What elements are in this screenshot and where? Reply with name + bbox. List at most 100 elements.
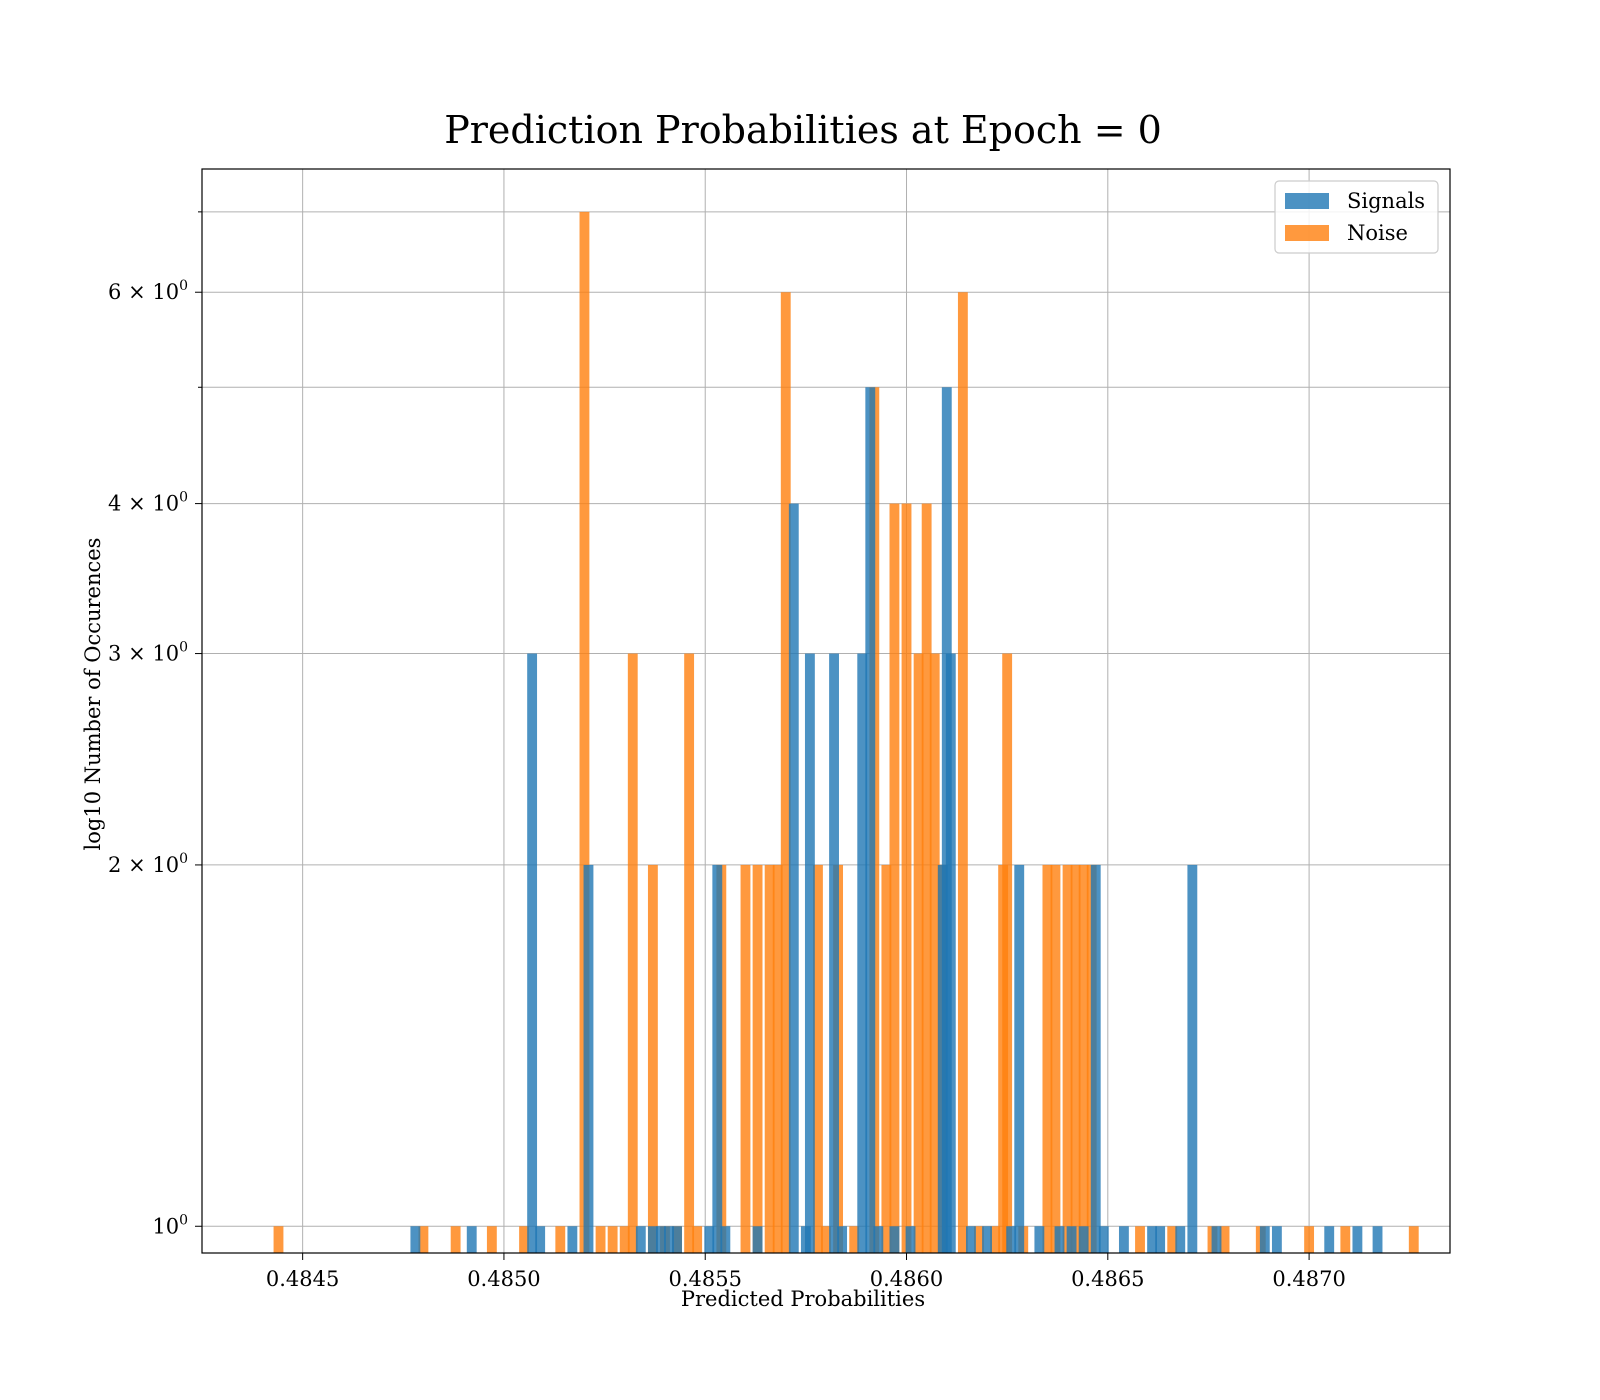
signals-bar	[788, 503, 799, 1253]
chart-title: Prediction Probabilities at Epoch = 0	[444, 108, 1162, 152]
noise-bar	[486, 1226, 497, 1253]
signals-bar	[635, 1226, 646, 1253]
signals-bar	[965, 1226, 976, 1253]
signals-bar	[857, 653, 868, 1253]
noise-bar	[1135, 1226, 1145, 1253]
y-tick-label: 6 × 100	[108, 278, 188, 304]
y-tick-exponent: 0	[179, 278, 188, 294]
noise-bar	[881, 864, 892, 1253]
signals-bar	[1324, 1226, 1335, 1253]
x-tick-label: 0.4870	[1272, 1267, 1345, 1291]
legend-swatch-noise	[1285, 225, 1329, 241]
y-axis-label: log10 Number of Occurences	[81, 538, 105, 851]
noise-bar	[1002, 653, 1013, 1253]
signals-bar	[720, 1226, 731, 1253]
signals-bar	[1271, 1226, 1282, 1253]
noise-bar	[450, 1226, 461, 1253]
signals-bar	[1066, 1226, 1077, 1253]
signals-bar	[982, 1226, 992, 1253]
noise-bar	[579, 211, 590, 1253]
signals-bar	[889, 1226, 900, 1253]
signals-bar	[1090, 864, 1101, 1253]
signals-bar	[1352, 1226, 1363, 1253]
noise-bar	[813, 864, 823, 1253]
noise-bar	[647, 864, 658, 1253]
noise-bar	[418, 1226, 429, 1253]
signals-bar	[466, 1226, 477, 1253]
signals-bar	[752, 1226, 763, 1253]
signals-bar	[905, 1226, 916, 1253]
noise-bar	[1219, 1226, 1230, 1253]
signals-bar	[1118, 1226, 1129, 1253]
y-tick-exponent: 0	[179, 640, 188, 656]
signal-bars	[410, 387, 1383, 1253]
signals-bar	[1034, 1226, 1045, 1253]
signals-bar	[567, 1226, 578, 1253]
noise-bar	[772, 864, 783, 1253]
noise-bar	[889, 503, 900, 1253]
legend-label-noise: Noise	[1347, 221, 1408, 245]
y-tick-base: 6 × 10	[108, 280, 179, 304]
signals-bar	[829, 653, 839, 1253]
axis-ticks: 0.4845 0.4850 0.4855 0.4860 0.4865 0.48701002…	[108, 211, 1346, 1291]
signals-bar	[527, 653, 538, 1253]
signals-bar	[712, 864, 723, 1253]
signals-bar	[1054, 1226, 1065, 1253]
noise-bar	[1078, 864, 1089, 1253]
signals-bar	[945, 653, 956, 1253]
noise-bar	[913, 653, 924, 1253]
x-tick-label: 0.4860	[870, 1267, 943, 1291]
x-tick-label: 0.4845	[266, 1267, 339, 1291]
noise-bar	[555, 1226, 566, 1253]
noise-bar	[1062, 864, 1073, 1253]
y-tick-base: 3 × 10	[108, 642, 179, 666]
signals-bar	[656, 1226, 666, 1253]
noise-bar	[929, 653, 940, 1253]
signals-bar	[672, 1226, 682, 1253]
plot-area-frame	[201, 168, 1451, 1254]
noise-bar	[1070, 864, 1081, 1253]
noise-bar	[974, 1226, 984, 1253]
noise-bar	[1050, 864, 1061, 1253]
signals-bar	[583, 864, 594, 1253]
y-tick-exponent: 0	[179, 1212, 188, 1228]
signals-bar	[647, 1226, 658, 1253]
noise-bar	[740, 864, 751, 1253]
noise-bar	[752, 864, 763, 1253]
noise-bar	[1304, 1226, 1315, 1253]
signals-bar	[804, 653, 815, 1253]
x-tick-label: 0.4865	[1071, 1267, 1144, 1291]
noise-bar	[684, 653, 695, 1253]
signals-bar	[535, 1226, 546, 1253]
signals-bar	[410, 1226, 421, 1253]
y-tick-base: 4 × 10	[108, 492, 179, 516]
legend: Signals Noise	[1274, 180, 1439, 254]
x-axis-label: Predicted Probabilities	[681, 1287, 925, 1311]
noise-bar	[273, 1226, 284, 1253]
signals-bar	[1014, 864, 1025, 1253]
signals-bar	[1078, 1226, 1089, 1253]
signals-bar	[1372, 1226, 1383, 1253]
noise-bar	[821, 1226, 831, 1253]
signals-bar	[1211, 1226, 1222, 1253]
noise-bar	[901, 503, 912, 1253]
signals-bar	[704, 1226, 715, 1253]
y-tick-label: 3 × 100	[108, 640, 188, 666]
noise-bar	[849, 1226, 860, 1253]
noise-bar	[1042, 864, 1053, 1253]
signals-bar	[865, 387, 876, 1253]
signals-bar	[1175, 1226, 1186, 1253]
noise-bar	[780, 292, 791, 1253]
noise-bar	[595, 1226, 606, 1253]
noise-bar	[764, 864, 775, 1253]
signals-bar	[1006, 1226, 1017, 1253]
signals-bar	[873, 1226, 884, 1253]
x-tick-label: 0.4850	[467, 1267, 540, 1291]
legend-swatch-signals	[1285, 193, 1329, 209]
noise-bar	[1167, 1226, 1178, 1253]
signals-bar	[1147, 1226, 1158, 1253]
signals-bar	[1187, 864, 1198, 1253]
y-tick-exponent: 0	[179, 490, 188, 506]
noise-bar	[990, 1226, 1001, 1253]
